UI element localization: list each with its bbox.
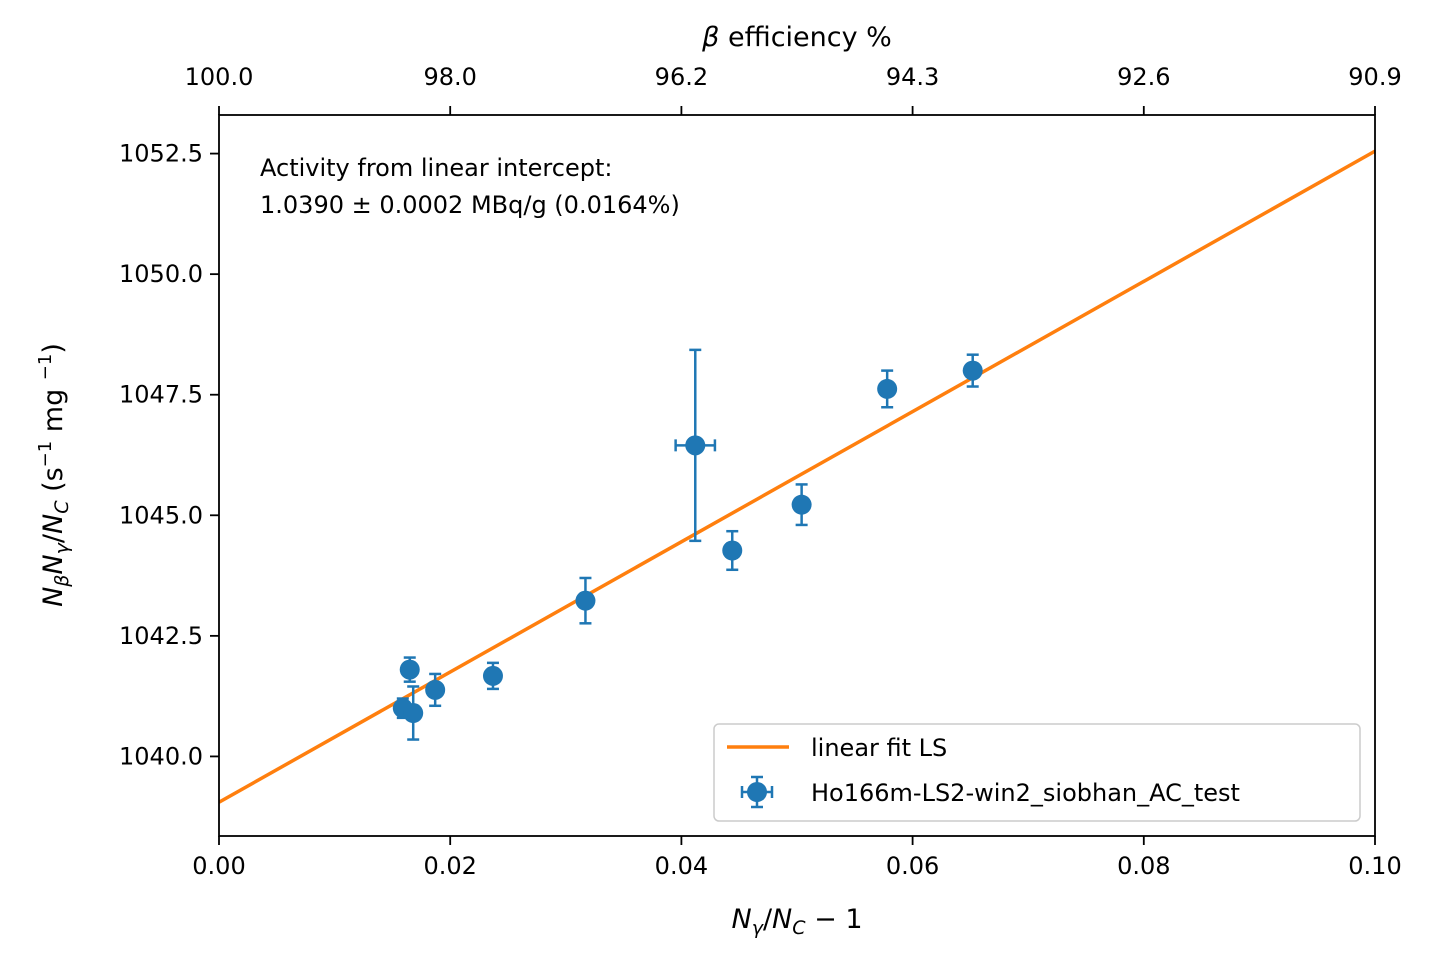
data-point bbox=[482, 665, 503, 686]
x-label-n2: N bbox=[772, 904, 792, 935]
annotation-line-1: Activity from linear intercept: bbox=[260, 154, 612, 182]
data-point bbox=[685, 435, 706, 456]
data-point bbox=[399, 659, 420, 680]
legend-series-label: Ho166m-LS2-win2_siobhan_AC_test bbox=[811, 779, 1240, 807]
data-point bbox=[962, 360, 983, 381]
y-label-s2: γ bbox=[51, 541, 73, 554]
y-label-n1: N bbox=[38, 587, 69, 607]
data-point bbox=[425, 679, 446, 700]
y-label-open: (s bbox=[38, 467, 69, 500]
data-points bbox=[392, 360, 983, 724]
x-tick-label: 0.06 bbox=[886, 852, 939, 880]
y-label-e1: −1 bbox=[35, 441, 56, 468]
y-label-e2: −1 bbox=[35, 354, 56, 381]
y-tick-label: 1047.5 bbox=[119, 381, 203, 409]
top-axis-label-rest: efficiency % bbox=[719, 22, 891, 53]
legend: linear fit LS Ho166m-LS2-win2_siobhan_AC… bbox=[713, 723, 1361, 822]
y-label-n3: N bbox=[38, 514, 69, 534]
x-tick-label: 0.00 bbox=[192, 852, 245, 880]
y-tick-label: 1040.0 bbox=[119, 742, 203, 770]
x-tick-label: 0.02 bbox=[423, 852, 476, 880]
y-axis-label: NβNγ/NC (s−1 mg −1) bbox=[35, 343, 73, 607]
error-bars bbox=[396, 348, 979, 741]
x-tick-label: 0.08 bbox=[1117, 852, 1170, 880]
top-tick-label: 100.0 bbox=[185, 63, 254, 91]
y-tick-label: 1042.5 bbox=[119, 622, 203, 650]
y-label-n2: N bbox=[38, 554, 69, 574]
x-tick-label: 0.04 bbox=[655, 852, 708, 880]
y-label-s1: β bbox=[51, 575, 73, 588]
x-label-n1: N bbox=[731, 904, 751, 935]
top-axis-label-beta: β bbox=[701, 22, 719, 53]
top-axis-ticks: 100.0 98.0 96.2 94.3 92.6 90.9 bbox=[185, 63, 1402, 115]
top-tick-label: 94.3 bbox=[886, 63, 939, 91]
top-axis-label: β efficiency % bbox=[701, 22, 892, 53]
annotation-line-2: 1.0390 ± 0.0002 MBq/g (0.0164%) bbox=[260, 191, 680, 219]
data-point bbox=[791, 494, 812, 515]
plot-frame bbox=[218, 114, 1376, 837]
data-point bbox=[575, 590, 596, 611]
top-tick-label: 90.9 bbox=[1348, 63, 1401, 91]
x-label-s1: γ bbox=[752, 917, 765, 939]
y-axis-ticks: 1040.0 1042.5 1045.0 1047.5 1050.0 1052.5 bbox=[119, 140, 219, 770]
top-tick-label: 92.6 bbox=[1117, 63, 1170, 91]
data-point bbox=[722, 540, 743, 561]
x-label-rest: − 1 bbox=[806, 904, 863, 935]
top-tick-label: 98.0 bbox=[423, 63, 476, 91]
x-axis-label: Nγ/NC − 1 bbox=[731, 904, 862, 939]
y-tick-label: 1045.0 bbox=[119, 501, 203, 529]
x-label-s2: C bbox=[792, 917, 806, 939]
x-label-slash: / bbox=[763, 904, 773, 935]
data-point bbox=[403, 703, 424, 724]
legend-series-swatch bbox=[740, 775, 774, 809]
legend-box bbox=[713, 723, 1361, 822]
y-tick-label: 1052.5 bbox=[119, 140, 203, 168]
y-label-mid: mg bbox=[38, 380, 69, 441]
y-label-close: ) bbox=[38, 343, 69, 354]
x-tick-label: 0.10 bbox=[1348, 852, 1401, 880]
legend-fit-label: linear fit LS bbox=[811, 734, 947, 762]
top-tick-label: 96.2 bbox=[655, 63, 708, 91]
y-label-slash: / bbox=[38, 533, 69, 543]
data-point bbox=[877, 378, 898, 399]
x-axis-ticks: 0.00 0.02 0.04 0.06 0.08 0.10 bbox=[192, 836, 1402, 880]
y-tick-label: 1050.0 bbox=[119, 260, 203, 288]
y-label-s3: C bbox=[51, 500, 73, 514]
fit-line bbox=[219, 149, 1375, 804]
